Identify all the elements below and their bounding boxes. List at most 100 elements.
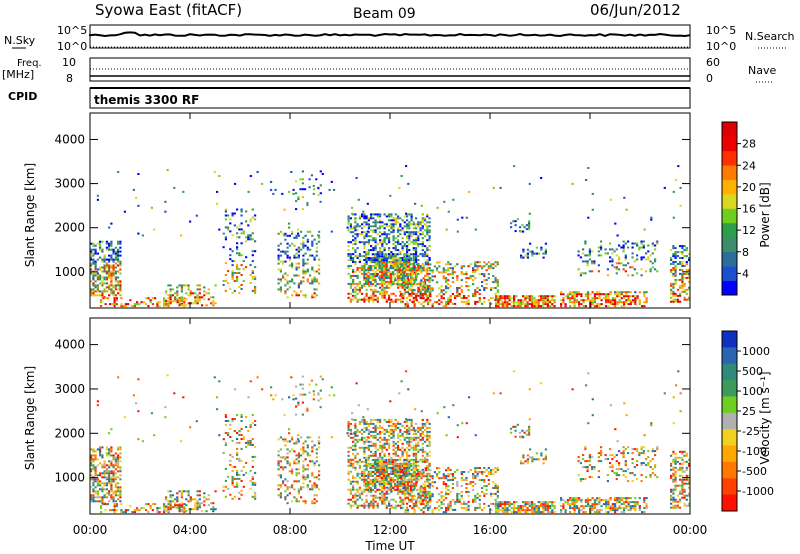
velocity-cell: [474, 500, 477, 503]
velocity-cell: [224, 485, 227, 488]
velocity-cell: [369, 471, 372, 473]
power-cell: [315, 242, 318, 245]
power-cell: [417, 245, 420, 248]
power-cell: [367, 279, 370, 282]
velocity-cell: [92, 468, 95, 471]
velocity-cell: [407, 485, 410, 487]
power-cell: [421, 241, 424, 244]
power-cell: [533, 252, 536, 255]
velocity-cell: [233, 477, 236, 480]
power-cell: [92, 244, 95, 247]
power-cell: [410, 231, 413, 234]
velocity-cell: [284, 496, 287, 499]
power-cell: [198, 288, 201, 291]
velocity-cell: [111, 509, 114, 512]
power-cell: [376, 251, 379, 254]
velocity-cell: [426, 472, 429, 475]
velocity-cell: [421, 422, 424, 425]
power-cell: [408, 288, 411, 291]
power-cell: [645, 291, 648, 294]
velocity-cell: [385, 481, 388, 483]
power-cell: [96, 284, 99, 287]
velocity-cell: [417, 440, 420, 443]
velocity-cell: [419, 470, 422, 473]
power-cell: [99, 266, 102, 269]
velocity-cell: [227, 420, 230, 422]
velocity-cell: [411, 483, 414, 486]
power-cell: [586, 254, 589, 257]
power-cell: [456, 230, 459, 233]
velocity-cell: [240, 434, 243, 436]
power-cell: [614, 222, 617, 225]
power-cell: [406, 231, 409, 234]
power-cell: [236, 264, 239, 267]
velocity-cell: [374, 479, 377, 481]
velocity-cell: [465, 479, 468, 481]
velocity-cell: [349, 490, 352, 493]
velocity-cell: [415, 499, 418, 502]
power-cell: [282, 276, 285, 279]
velocity-cell: [363, 472, 366, 475]
power-cell: [363, 255, 366, 258]
power-cell: [99, 268, 102, 271]
power-cell: [551, 299, 554, 302]
power-cell: [454, 295, 457, 297]
velocity-cell: [245, 461, 248, 464]
velocity-cell: [277, 460, 280, 463]
power-cell: [474, 300, 477, 303]
velocity-cell: [201, 510, 204, 513]
velocity-cell: [94, 496, 97, 499]
power-cell: [207, 292, 210, 295]
velocity-cell: [277, 438, 280, 441]
velocity-cell: [117, 498, 120, 501]
power-cell: [103, 266, 106, 269]
velocity-cell: [311, 488, 314, 491]
power-cell: [295, 192, 298, 195]
velocity-cell: [189, 496, 192, 499]
power-cell: [112, 272, 115, 275]
power-cell: [124, 303, 127, 306]
power-cell: [524, 303, 527, 306]
power-cell: [372, 290, 375, 293]
power-cell: [113, 299, 116, 302]
power-cell: [629, 303, 632, 306]
power-cell: [521, 224, 524, 227]
velocity-cell: [383, 442, 386, 445]
velocity-cell: [90, 496, 93, 499]
velocity-cell: [481, 490, 484, 493]
power-cell: [624, 254, 627, 257]
power-cell: [363, 245, 366, 248]
velocity-cell: [431, 493, 434, 496]
velocity-cell: [415, 460, 418, 463]
power-cell: [632, 299, 635, 302]
power-cell: [598, 297, 601, 300]
velocity-cell: [189, 500, 192, 503]
velocity-cell: [282, 466, 285, 469]
power-cell: [114, 262, 117, 265]
power-cell: [304, 188, 307, 191]
power-cell: [674, 247, 677, 250]
power-cell: [370, 294, 373, 297]
power-cell: [436, 206, 439, 209]
velocity-cell: [293, 462, 296, 465]
power-cell: [330, 180, 333, 183]
power-cell: [105, 278, 108, 281]
power-cell: [618, 295, 621, 298]
power-cell: [240, 210, 243, 213]
velocity-cell: [383, 428, 386, 431]
velocity-cell: [422, 483, 425, 486]
power-cell: [358, 288, 361, 291]
power-cell: [112, 260, 115, 263]
velocity-cell: [417, 426, 420, 429]
power-cell: [92, 290, 95, 293]
velocity-cell: [94, 486, 97, 489]
velocity-cell: [347, 422, 350, 425]
power-cell: [410, 283, 413, 286]
power-cell: [352, 282, 355, 285]
power-cell: [163, 297, 166, 300]
velocity-cell: [224, 495, 227, 498]
power-cell: [602, 293, 605, 296]
velocity-cell: [460, 471, 463, 473]
power-cell: [169, 284, 172, 287]
